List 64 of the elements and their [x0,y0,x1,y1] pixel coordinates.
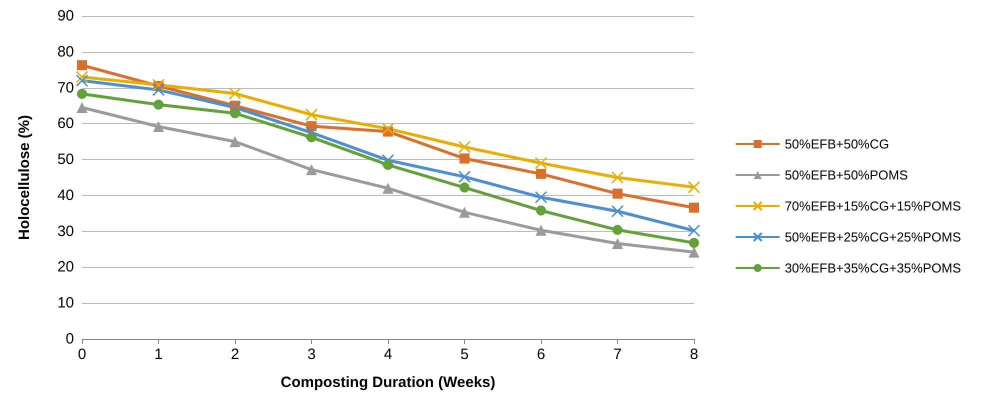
y-tick-label: 80 [57,43,74,60]
point [152,84,165,96]
point [77,60,87,70]
point [382,182,394,194]
legend-label: 30%EFB+35%CG+35%POMS [784,260,962,276]
point [305,108,318,121]
point [228,87,242,100]
x-tick-label: 4 [384,346,392,363]
point [154,100,164,110]
point [688,180,700,194]
point [76,70,88,84]
point [688,246,700,258]
point [611,204,624,218]
y-tick-label: 40 [57,186,74,204]
point [689,238,699,248]
point [306,164,317,176]
point [306,132,316,142]
point [460,182,470,193]
x-tick-label: 5 [460,346,469,363]
y-tick-label: 50 [57,151,74,168]
y-tick-label: 70 [57,79,74,96]
point [612,224,622,235]
y-tick-label: 60 [57,115,74,132]
point [460,153,470,164]
point [612,188,622,199]
y-tick-label: 20 [57,258,74,276]
x-axis-title: Composting Duration (Weeks) [280,374,496,391]
point [534,190,548,204]
legend-label: 50%EFB+50%CG [784,136,890,152]
point [77,88,87,99]
point [458,140,471,154]
point [153,121,164,132]
point [230,136,240,148]
point [536,168,546,179]
point [536,224,546,236]
legend-label: 50%EFB+50%POMS [784,168,908,182]
x-tick-label: 7 [613,346,622,363]
point [230,108,240,118]
point [76,102,88,114]
point [688,224,700,237]
point [612,238,623,250]
x-tick-label: 2 [230,346,240,363]
point [536,206,546,216]
legend-label: 50%EFB+25%CG+25%POMS [784,230,962,244]
y-tick-label: 30 [57,222,74,240]
x-tick-label: 1 [154,346,163,363]
point [383,160,393,170]
point [76,74,88,87]
legend-label: 70%EFB+15%CG+15%POMS [784,198,962,214]
point [458,170,471,184]
y-tick-label: 90 [57,8,74,24]
point [611,171,624,184]
x-tick-label: 3 [307,346,316,363]
x-tick-label: 6 [536,346,546,363]
x-tick-label: 8 [690,346,698,363]
point [459,206,470,218]
x-tick-label: 0 [78,346,86,363]
y-axis-title: Holocellulose (%) [16,114,33,240]
point [228,101,242,114]
y-tick-label: 10 [57,294,74,312]
point [382,122,394,135]
point [689,202,699,213]
point [534,156,548,170]
y-tick-label: 0 [66,330,74,348]
